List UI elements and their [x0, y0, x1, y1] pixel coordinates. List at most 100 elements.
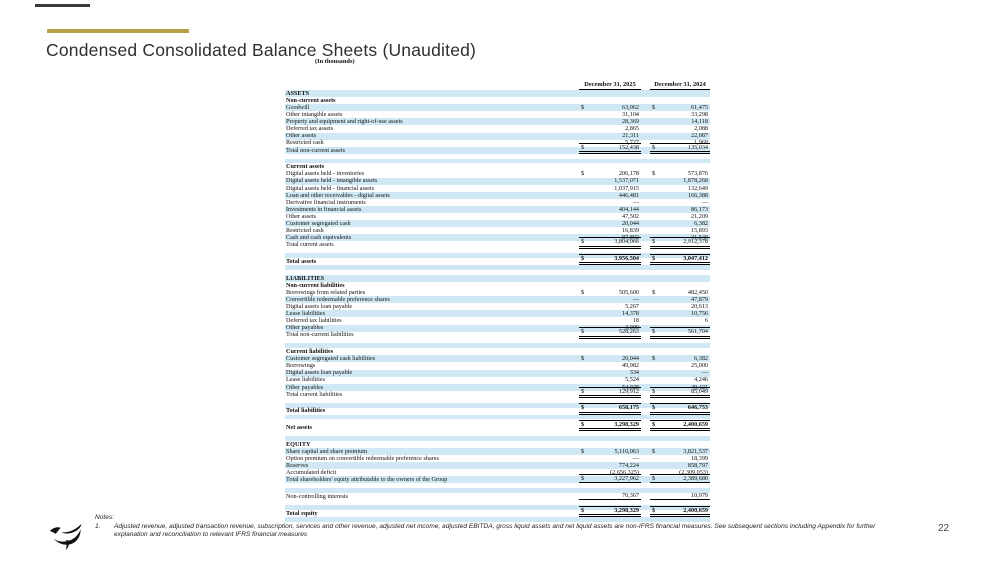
- amount-value: 63,062: [621, 103, 639, 111]
- amount-cell: 10,979: [650, 492, 710, 501]
- row-label: Non-current assets: [286, 96, 336, 104]
- amount-cell: 774,224: [579, 462, 641, 469]
- amount-cell: $658,175: [579, 403, 641, 415]
- amount-cell: (2,656,325): [579, 469, 641, 476]
- amount-value: 2,088: [694, 125, 708, 133]
- amount-value: 2,400,659: [683, 421, 708, 429]
- row-label: Current liabilities: [286, 348, 334, 356]
- amount-cell: $3,821,537: [650, 448, 710, 455]
- amount-cell: 5,267: [579, 303, 641, 310]
- table-row: Derivative financial instruments — —: [285, 199, 710, 206]
- amount-cell: $152,438: [579, 142, 641, 154]
- amount-value: 18: [632, 317, 639, 325]
- currency-symbol: $: [581, 288, 585, 296]
- amount-cell: 15,893: [650, 227, 710, 234]
- row-label: Other intangible assets: [286, 111, 343, 119]
- currency-symbol: $: [652, 475, 656, 483]
- spacer-row: [285, 253, 710, 259]
- amount-cell: 31,104: [579, 111, 641, 118]
- spacer-row: [285, 504, 710, 510]
- amount-value: 166,388: [687, 191, 708, 199]
- amount-value: 3,298,329: [614, 506, 639, 514]
- amount-cell: 1,537,071: [579, 177, 641, 184]
- amount-value: 482,450: [687, 288, 708, 296]
- amount-cell: $2,912,378: [650, 237, 710, 249]
- amount-value: 25,000: [690, 362, 708, 370]
- currency-symbol: $: [581, 475, 585, 483]
- table-row: LIABILITIES: [285, 275, 710, 282]
- table-row: Non-current liabilities: [285, 282, 710, 289]
- amount-value: 129,912: [618, 387, 639, 395]
- amount-value: —: [701, 198, 708, 206]
- amount-value: 20,044: [621, 219, 639, 227]
- currency-symbol: $: [652, 328, 656, 336]
- table-row: Customer segregated cash liabilities $20,…: [285, 355, 710, 363]
- table-row: Net assets $3,298,329 $2,400,659: [285, 420, 710, 432]
- amount-cell: 47,502: [579, 213, 641, 220]
- amount-cell: $63,062: [579, 104, 641, 111]
- amount-value: 774,224: [618, 461, 639, 469]
- amount-cell: 47,879: [650, 296, 710, 303]
- row-label: Borrowings: [286, 362, 316, 370]
- amount-cell: 16,839: [579, 227, 641, 234]
- amount-value: 1,537,071: [614, 177, 639, 185]
- table-row: Total non-current liabilities $528,263 $56…: [285, 327, 710, 339]
- currency-symbol: $: [581, 143, 585, 151]
- row-label: Customer segregated cash liabilities: [286, 355, 376, 363]
- amount-cell: 49,982: [579, 362, 641, 369]
- amount-value: 206,178: [618, 170, 639, 178]
- spacer-row: [285, 265, 710, 271]
- units-label: (In thousands): [315, 58, 355, 65]
- page-title: Condensed Consolidated Balance Sheets (U…: [46, 40, 477, 60]
- slide-top-dash: [35, 4, 90, 7]
- amount-cell: $20,044: [579, 355, 641, 362]
- amount-cell: $505,600: [579, 289, 641, 296]
- currency-symbol: $: [652, 355, 656, 363]
- currency-symbol: $: [581, 355, 585, 363]
- amount-cell: 18,399: [650, 455, 710, 462]
- amount-cell: 2,088: [650, 125, 710, 132]
- row-label: Option premium on convertible redeemable…: [286, 454, 439, 462]
- amount-value: 22,087: [690, 132, 708, 140]
- table-row: Other assets 21,311 22,087: [285, 132, 710, 140]
- amount-cell: 22,087: [650, 132, 710, 139]
- spacer-row: [285, 488, 710, 494]
- table-row: Accumulated deficit (2,656,325) (2,309,053…: [285, 469, 710, 476]
- amount-cell: $61,475: [650, 104, 710, 111]
- amount-value: 5,524: [625, 376, 639, 384]
- currency-symbol: $: [652, 170, 656, 178]
- spacer-row: [285, 414, 710, 420]
- currency-symbol: $: [581, 404, 585, 412]
- table-row: ASSETS: [285, 89, 710, 98]
- amount-value: 3,821,537: [683, 447, 708, 455]
- row-label: Borrowings from related parties: [286, 288, 366, 296]
- amount-cell: 21,209: [650, 213, 710, 220]
- amount-value: 5,267: [625, 303, 639, 311]
- row-label: Lease liabilities: [286, 310, 326, 318]
- amount-value: 658,175: [618, 404, 639, 412]
- amount-cell: 1,037,915: [579, 185, 641, 192]
- table-body: ASSETS Non-current assets Goodwill $63,062 $…: [285, 90, 710, 522]
- amount-value: 404,144: [618, 205, 639, 213]
- amount-cell: $646,753: [650, 403, 710, 415]
- notes-list: 1. Adjusted revenue, adjusted transaction…: [95, 523, 886, 539]
- amount-value: 3,804,066: [614, 238, 639, 246]
- amount-value: 1,878,268: [683, 177, 708, 185]
- table-row: Deferred tax liabilities 18 6: [285, 317, 710, 324]
- amount-cell: 334: [579, 369, 641, 376]
- table-row: Other assets 47,502 21,209: [285, 213, 710, 220]
- amount-value: 573,876: [687, 170, 708, 178]
- table-row: Total assets $3,956,504 $3,047,412: [285, 253, 710, 266]
- row-label: ASSETS: [286, 89, 310, 97]
- amount-value: 2,912,378: [683, 238, 708, 246]
- amount-value: 646,753: [687, 404, 708, 412]
- table-row: Goodwill $63,062 $61,475: [285, 104, 710, 112]
- amount-cell: 5,524: [579, 376, 641, 383]
- amount-value: 21,209: [690, 212, 708, 220]
- row-label: Derivative financial instruments: [286, 198, 366, 206]
- amount-cell: $5,110,063: [579, 448, 641, 455]
- table-row: Loan and other receivables - digital ass…: [285, 192, 710, 199]
- table-row: Digital assets held - financial assets 1,…: [285, 185, 710, 192]
- amount-value: 16,839: [621, 227, 639, 235]
- amount-cell: $573,876: [650, 170, 710, 177]
